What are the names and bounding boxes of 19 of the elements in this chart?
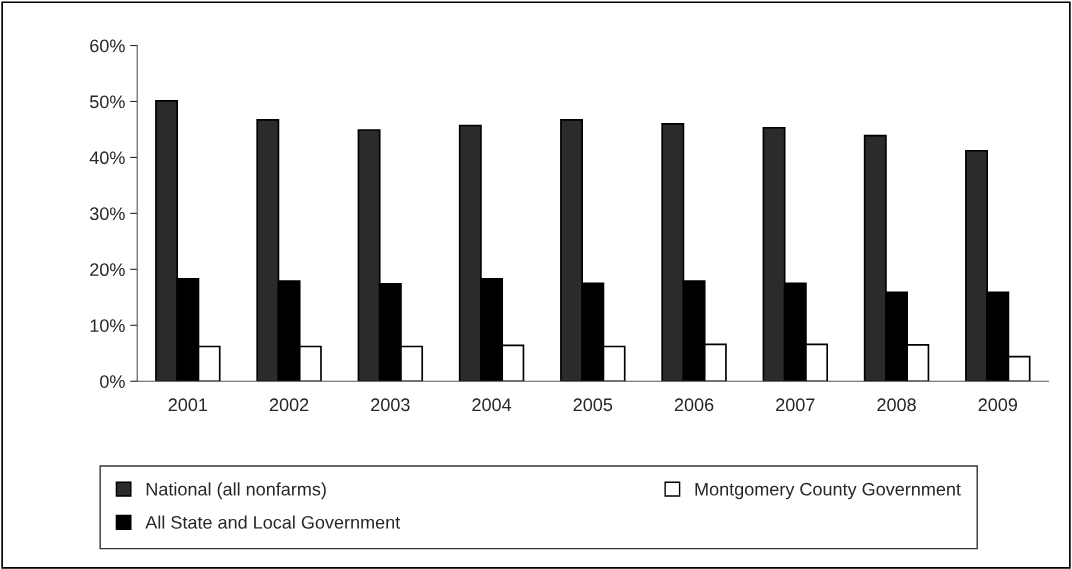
x-tick-label: 2004 [472,398,512,412]
y-tick-label: 20% [90,263,125,277]
legend-label: National (all nonfarms) [146,482,326,500]
x-tick-label: 2005 [573,398,613,412]
x-tick-label: 2006 [674,398,714,412]
legend-label: Montgomery County Government [695,482,961,500]
y-tick-label: 50% [90,95,125,109]
x-tick-label: 2003 [371,398,410,412]
legend-label: All State and Local Government [145,515,401,529]
y-tick-label: 30% [89,207,125,221]
y-tick-label: 10% [90,319,125,332]
x-tick-label: 2009 [978,398,1018,412]
y-tick-label: 60% [90,39,125,53]
y-tick-label: 40% [89,151,125,165]
x-tick-label: 2002 [269,398,309,412]
y-tick-label: 0% [100,375,125,388]
x-tick-label: 2001 [168,398,208,412]
x-tick-label: 2008 [877,398,916,412]
x-tick-label: 2007 [776,398,815,412]
